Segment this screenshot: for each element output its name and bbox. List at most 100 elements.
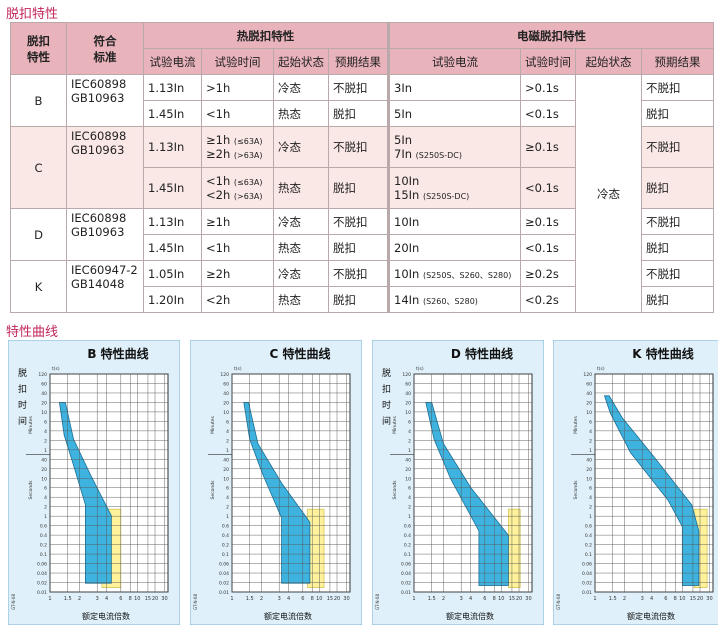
y-tick-label: 20 bbox=[586, 467, 592, 473]
x-tick-label: 3 bbox=[278, 596, 281, 602]
test-time-value: ≥2h bbox=[206, 147, 231, 161]
y-tick-label: 40 bbox=[586, 457, 592, 463]
test-current-value: 5In bbox=[394, 106, 412, 121]
magnetic-test-time: ≥0.1s bbox=[520, 126, 576, 168]
y-tick-label: 120 bbox=[38, 372, 47, 378]
x-tick-label: 15 bbox=[327, 596, 333, 602]
test-time-value: <1h bbox=[206, 106, 231, 121]
magnetic-test-time: <0.2s bbox=[520, 286, 576, 313]
y-tick-label: 1 bbox=[408, 448, 411, 454]
y-tick-label: 0.2 bbox=[222, 543, 229, 549]
y-tick-label: 6 bbox=[44, 486, 47, 492]
sub-test-current: 试验电流 bbox=[387, 48, 521, 75]
y-tick-label: 40 bbox=[405, 391, 411, 397]
x-tick-label: 3 bbox=[96, 596, 99, 602]
y-tick-label: 0.01 bbox=[37, 590, 47, 596]
y-tick-label: 6 bbox=[408, 419, 411, 425]
x-tick-label: 20 bbox=[516, 596, 522, 602]
characteristic-curves-title: 特性曲线 bbox=[6, 325, 59, 340]
x-tick-label: 30 bbox=[525, 596, 531, 602]
y-tick-label: 6 bbox=[226, 419, 229, 425]
y-tick-label: 1 bbox=[226, 448, 229, 454]
y-tick-label: 20 bbox=[41, 467, 47, 473]
standard-code: GB10963 bbox=[71, 225, 125, 239]
time-axis-tag: t(s) bbox=[416, 366, 424, 372]
y-tick-label: 10 bbox=[223, 410, 229, 416]
y-tick-label: 0.4 bbox=[222, 533, 229, 539]
magnetic-test-time: <0.1s bbox=[520, 100, 576, 127]
magnetic-test-time: ≥0.2s bbox=[520, 260, 576, 287]
minutes-label: Minutes bbox=[573, 415, 579, 433]
y-tick-label: 60 bbox=[405, 381, 411, 387]
magnetic-test-time: >0.1s bbox=[520, 74, 576, 101]
thermal-start-state: 热态 bbox=[273, 167, 329, 209]
thermal-start-state: 热态 bbox=[273, 100, 329, 127]
test-current-note: (S250S-DC) bbox=[422, 192, 470, 201]
trip-char-cell: C bbox=[10, 126, 67, 209]
test-time-value: >1h bbox=[206, 80, 231, 95]
x-tick-label: 20 bbox=[334, 596, 340, 602]
y-tick-label: 0.2 bbox=[585, 543, 592, 549]
test-current-value: 10In bbox=[394, 214, 420, 229]
test-time-note: (≤63A) bbox=[233, 137, 263, 146]
magnetic-expected-result: 不脱扣 bbox=[641, 260, 714, 287]
x-tick-label: 4 bbox=[650, 596, 653, 602]
table-row: 1.20In <2h 热态 脱扣 14In (S260、S280) <0.2s 脱扣 bbox=[11, 286, 714, 313]
x-tick-label: 15 bbox=[509, 596, 515, 602]
table-row: B IEC60898 GB10963 1.13In >1h 冷态 不脱扣 3In >0.1s 冷态… bbox=[10, 74, 714, 313]
y-tick-label: 0.1 bbox=[222, 552, 229, 558]
thermal-test-time: ≥1h (≤63A) ≥2h (>63A) bbox=[201, 126, 274, 168]
y-tick-label: 0.4 bbox=[40, 533, 47, 539]
y-tick-label: 60 bbox=[41, 381, 47, 387]
y-tick-label: 20 bbox=[405, 467, 411, 473]
test-current-value: 15In bbox=[394, 188, 420, 202]
x-tick-label: 15 bbox=[145, 596, 151, 602]
y-tick-label: 0.6 bbox=[222, 524, 229, 530]
test-time-value: <2h bbox=[206, 292, 231, 307]
test-time-note: (>63A) bbox=[233, 151, 263, 160]
x-tick-label: 30 bbox=[161, 596, 167, 602]
x-tick-label: 8 bbox=[311, 596, 314, 602]
y-tick-label: 0.06 bbox=[219, 562, 229, 568]
y-axis-label-char: 间 bbox=[18, 415, 27, 427]
thermal-expected-result: 脱扣 bbox=[328, 167, 389, 209]
thermal-start-state: 冷态 bbox=[273, 126, 329, 168]
test-current-value: 10In bbox=[394, 174, 420, 188]
x-axis-label: 额定电流倍数 bbox=[627, 611, 675, 621]
y-axis-label-char: 时 bbox=[382, 399, 391, 411]
y-tick-label: 2 bbox=[226, 438, 229, 444]
seconds-label: Seconds bbox=[392, 480, 398, 500]
y-tick-label: 10 bbox=[586, 410, 592, 416]
test-time-note: (≤63A) bbox=[233, 178, 263, 187]
x-tick-label: 8 bbox=[493, 596, 496, 602]
y-tick-label: 6 bbox=[589, 486, 592, 492]
test-current-value: 3In bbox=[394, 80, 412, 95]
x-tick-label: 6 bbox=[301, 596, 304, 602]
y-tick-label: 2 bbox=[589, 438, 592, 444]
x-tick-label: 2 bbox=[260, 596, 263, 602]
side-code: GT-N-08 bbox=[193, 594, 198, 610]
table-row: C IEC60898 GB10963 1.13In ≥1h (≤63A) ≥2h (>63… bbox=[10, 126, 714, 209]
x-tick-label: 30 bbox=[343, 596, 349, 602]
seconds-label: Seconds bbox=[28, 480, 34, 500]
sub-expected-result: 预期结果 bbox=[641, 48, 714, 75]
y-tick-label: 2 bbox=[408, 505, 411, 511]
magnetic-test-current: 20In bbox=[387, 234, 521, 261]
y-tick-label: 10 bbox=[223, 476, 229, 482]
x-tick-label: 1 bbox=[230, 596, 233, 602]
test-current-note: (S250S-DC) bbox=[415, 151, 462, 160]
x-tick-label: 1 bbox=[48, 596, 51, 602]
y-tick-label: 20 bbox=[223, 467, 229, 473]
magnetic-expected-result: 不脱扣 bbox=[641, 74, 714, 101]
magnetic-trip-zone bbox=[508, 508, 521, 588]
magnetic-expected-result: 脱扣 bbox=[641, 286, 714, 313]
x-tick-label: 1.5 bbox=[609, 596, 617, 602]
y-tick-label: 0.02 bbox=[401, 581, 411, 587]
y-tick-label: 1 bbox=[44, 448, 47, 454]
magnetic-start-state: 冷态 bbox=[575, 74, 642, 313]
chart-title: B 特性曲线 bbox=[87, 346, 148, 361]
head-standard: 符合 标准 bbox=[66, 22, 144, 75]
magnetic-test-time: <0.1s bbox=[520, 234, 576, 261]
x-tick-label: 4 bbox=[469, 596, 472, 602]
y-tick-label: 0.04 bbox=[37, 571, 47, 577]
